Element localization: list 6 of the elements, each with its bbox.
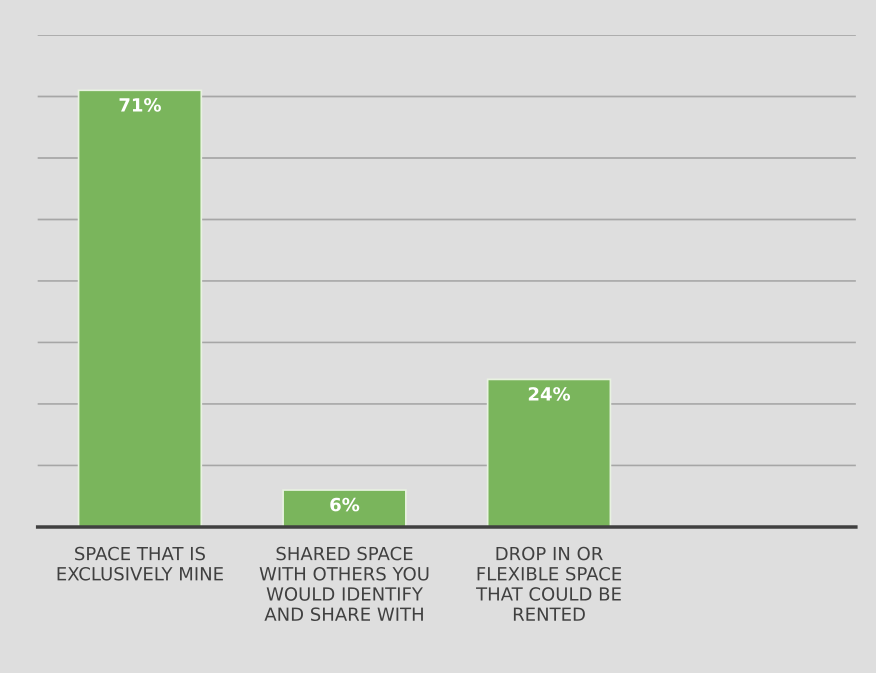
data-label: 24% xyxy=(528,387,570,401)
data-label: 71% xyxy=(120,98,161,112)
data-label: 6% xyxy=(330,498,360,512)
x-tick-label: SPACE THAT IS EXCLUSIVELY MINE xyxy=(58,546,223,581)
x-tick-label: DROP IN OR FLEXIBLE SPACE THAT COULD BE RENTED xyxy=(476,546,622,621)
x-tick-label: SHARED SPACE WITH OTHERS YOU WOULD IDENTIFY AND SHARE WITH xyxy=(260,546,428,622)
